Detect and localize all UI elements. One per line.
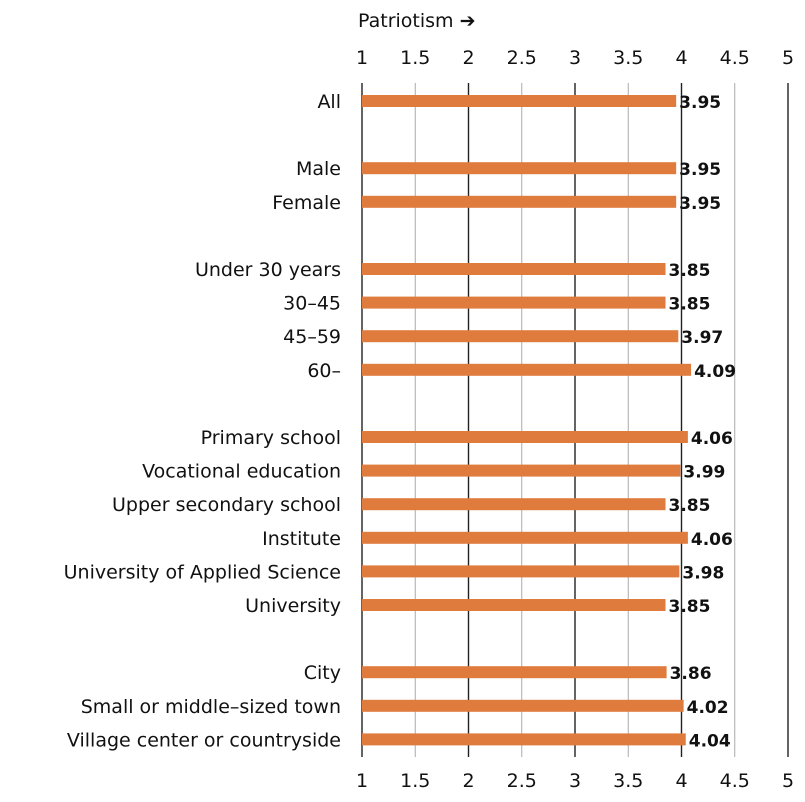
bar <box>362 263 666 275</box>
bar <box>362 296 666 309</box>
category-label: Vocational education <box>142 461 341 483</box>
category-label: 45–59 <box>283 326 341 348</box>
x-tick-label-bottom: 4 <box>675 770 687 792</box>
value-label: 3.86 <box>670 664 712 684</box>
category-label: University <box>245 595 341 617</box>
chart-title: Patriotism ➔ <box>358 10 476 32</box>
x-tick-label-top: 5 <box>782 47 794 69</box>
x-tick-label-top: 4 <box>675 47 687 69</box>
x-tick-label-top: 1.5 <box>400 47 430 69</box>
category-label: Under 30 years <box>195 259 341 281</box>
value-label: 4.06 <box>691 530 733 550</box>
value-label: 3.85 <box>669 295 711 315</box>
x-tick-label-bottom: 5 <box>782 770 794 792</box>
bar <box>362 733 686 746</box>
value-label: 4.04 <box>689 731 731 751</box>
bar <box>362 162 677 175</box>
bar <box>362 699 684 712</box>
category-label: Female <box>272 192 341 214</box>
category-label: City <box>304 662 341 684</box>
x-tick-label-bottom: 1 <box>356 770 368 792</box>
value-label: 4.09 <box>694 362 736 382</box>
value-label: 3.85 <box>669 597 711 617</box>
bar <box>362 464 681 477</box>
category-label: Primary school <box>201 427 341 449</box>
value-label: 3.95 <box>679 194 721 214</box>
bar <box>362 95 677 107</box>
category-label: Village center or countryside <box>67 729 341 751</box>
x-tick-label-bottom: 4.5 <box>720 770 750 792</box>
category-label: Upper secondary school <box>112 494 341 516</box>
x-tick-label-bottom: 2 <box>462 770 474 792</box>
value-label: 3.85 <box>669 261 711 281</box>
x-tick-label-bottom: 3.5 <box>613 770 643 792</box>
category-label: University of Applied Science <box>64 561 341 583</box>
value-label: 3.98 <box>682 563 724 583</box>
value-label: 3.97 <box>681 328 723 348</box>
value-label: 4.06 <box>691 429 733 449</box>
bar <box>362 599 666 611</box>
bar <box>362 531 688 544</box>
bar <box>362 498 666 511</box>
bar <box>362 363 692 376</box>
category-label: Institute <box>262 528 341 550</box>
category-label: Male <box>296 158 341 180</box>
value-label: 3.95 <box>679 93 721 113</box>
x-tick-label-top: 3.5 <box>613 47 643 69</box>
value-label: 3.99 <box>683 463 725 483</box>
bar <box>362 565 680 578</box>
bar <box>362 431 688 443</box>
category-label: Small or middle–sized town <box>81 696 341 718</box>
value-label: 4.02 <box>687 698 729 718</box>
x-tick-label-top: 2.5 <box>507 47 537 69</box>
x-tick-label-bottom: 3 <box>569 770 581 792</box>
bar <box>362 666 667 679</box>
x-tick-label-top: 1 <box>356 47 368 69</box>
x-tick-label-top: 3 <box>569 47 581 69</box>
value-label: 3.95 <box>679 160 721 180</box>
value-label: 3.85 <box>669 496 711 516</box>
x-tick-label-top: 4.5 <box>720 47 750 69</box>
bar <box>362 195 677 208</box>
bar <box>362 330 679 343</box>
x-tick-label-top: 2 <box>462 47 474 69</box>
category-label: 30–45 <box>283 293 341 315</box>
category-label: All <box>317 91 341 113</box>
x-tick-label-bottom: 1.5 <box>400 770 430 792</box>
x-tick-label-bottom: 2.5 <box>507 770 537 792</box>
category-label: 60– <box>307 360 341 382</box>
